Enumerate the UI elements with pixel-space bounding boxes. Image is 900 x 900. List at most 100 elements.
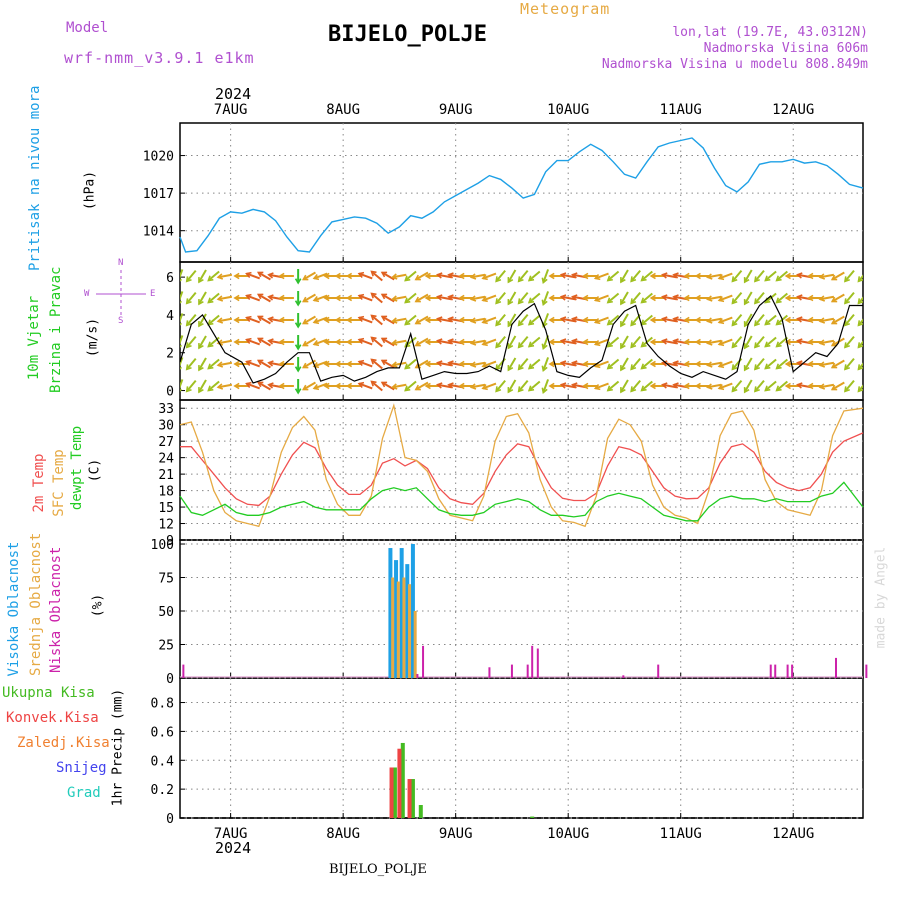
wind-arrow: [370, 336, 383, 348]
wind-arrow: [517, 269, 529, 283]
wind-arrow-head: [180, 388, 182, 392]
wind-arrow-head: [775, 363, 782, 370]
wind-arrow-head: [796, 382, 803, 389]
wind-arrow-head: [481, 318, 488, 325]
wind-arrow: [370, 358, 383, 370]
wind-arrow-head: [620, 277, 626, 284]
wind-arrow-head: [649, 360, 656, 368]
wind-arrow-head: [582, 272, 589, 280]
wind-arrow-head: [436, 272, 443, 279]
wind-arrow: [542, 269, 550, 283]
wind-arrow: [561, 295, 576, 301]
compass-w: W: [84, 289, 90, 299]
temp-y-tick-label: 27: [158, 435, 174, 450]
wind-arrow: [415, 381, 429, 391]
x-tick-label-bottom: 11AUG: [660, 826, 702, 842]
wind-arrow-head: [180, 300, 182, 304]
wind-arrow-head: [414, 296, 421, 303]
wind-arrow: [707, 339, 722, 345]
wind-arrow-head: [818, 383, 826, 390]
altitude-text: Nadmorska Visina 606m: [703, 41, 868, 56]
wind-arrow: [392, 295, 407, 301]
temp-series-line: [180, 432, 864, 507]
wind-arrow-head: [807, 360, 814, 368]
wind-arrow-head: [559, 294, 567, 301]
x-tick-label-top: 7AUG: [214, 102, 248, 118]
x-tick-label-top: 10AUG: [547, 102, 589, 118]
wind-arrow-head: [424, 360, 431, 368]
wind-arrow: [185, 379, 197, 393]
wind-arrow: [257, 293, 271, 303]
wind-arrow-head: [294, 300, 302, 307]
wind-arrow-head: [818, 295, 826, 302]
clouds-y-tick-label: 75: [158, 572, 174, 587]
temp-y-tick-label: 30: [158, 419, 174, 434]
wind-arrow-head: [640, 385, 647, 392]
wind-arrow-head: [323, 294, 330, 302]
wind-arrow: [819, 317, 835, 323]
wind-arrow: [754, 313, 765, 327]
wind-arrow-head: [796, 316, 803, 323]
wind-arrow-head: [630, 364, 637, 371]
wind-arrow: [718, 360, 733, 368]
wind-arrow-head: [683, 382, 690, 390]
wind-arrow-head: [404, 275, 411, 282]
wind-arrow-head: [267, 382, 274, 389]
temp-y-tick-label: 24: [158, 452, 174, 467]
wind-arrow-head: [807, 316, 814, 324]
wind-arrow: [707, 383, 722, 389]
wind-arrow-head: [370, 336, 377, 343]
wind-arrow: [754, 379, 765, 393]
wind-arrow-head: [507, 343, 514, 350]
wind-arrow-head: [198, 299, 204, 306]
wind-arrow: [831, 359, 845, 369]
wind-arrow-head: [469, 361, 477, 368]
wind-arrow-head: [323, 338, 330, 346]
wind-arrow-head: [830, 296, 838, 303]
wind-arrow-head: [436, 294, 443, 301]
wind-arrow-head: [424, 272, 431, 280]
wind-arrow: [743, 335, 753, 349]
precip-bar: [407, 779, 412, 818]
wind-arrow: [257, 359, 271, 369]
wind-arrow-head: [683, 338, 690, 346]
wind-arrow: [517, 357, 529, 371]
wind-arrow-head: [301, 274, 309, 281]
cloud-bar: [182, 664, 185, 678]
wind-arrow: [754, 335, 765, 349]
wind-arrow-head: [717, 362, 725, 369]
wind-arrow-head: [661, 272, 668, 279]
wind-arrow: [707, 295, 722, 301]
wind-arrow-head: [390, 273, 398, 280]
precip-y-tick-label: 0.2: [151, 783, 174, 798]
wind-arrow: [313, 338, 328, 346]
wind-arrow: [764, 380, 777, 392]
wind-arrow: [775, 358, 788, 370]
wind-arrow: [207, 292, 220, 304]
wind-arrow-head: [661, 382, 668, 389]
wind-arrow-head: [764, 385, 771, 392]
wind-arrow-head: [436, 382, 443, 389]
wind-arrow: [595, 382, 609, 390]
precip-panel-frame: [179, 677, 864, 819]
wind-arrow-head: [571, 316, 578, 323]
wind-arrow-head: [278, 338, 285, 346]
wind-arrow: [180, 269, 184, 279]
wind-arrow-head: [458, 360, 465, 368]
x-tick-label-top: 9AUG: [439, 102, 473, 118]
wind-arrow-head: [312, 340, 320, 347]
wind-arrow-head: [548, 360, 555, 368]
wind-arrow-head: [414, 274, 421, 281]
wind-arrow-head: [357, 359, 365, 366]
compass-n: N: [118, 258, 124, 268]
wind-arrow: [819, 383, 835, 389]
wind-arrow: [595, 338, 609, 346]
wind-arrow-head: [495, 276, 502, 283]
wind-arrow: [620, 357, 629, 371]
wind-arrow-head: [784, 316, 791, 324]
wind-arrow-head: [818, 273, 826, 280]
wind-arrow: [764, 270, 777, 282]
model-name: wrf-nmm_v3.9.1 e1km: [64, 49, 255, 67]
wind-arrow-head: [180, 322, 182, 326]
wind-arrow-head: [404, 297, 411, 304]
